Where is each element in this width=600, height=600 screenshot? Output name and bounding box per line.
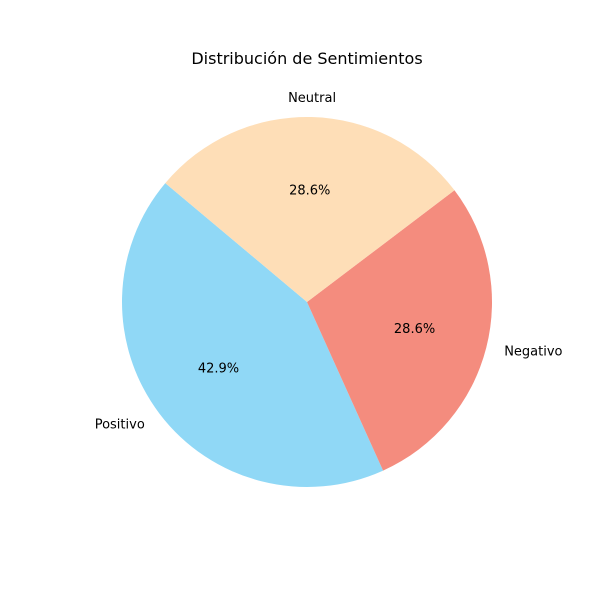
pie-slices (121, 117, 493, 488)
slice-label-positivo: Positivo (95, 417, 145, 432)
slice-label-neutral: Neutral (288, 91, 336, 106)
slice-label-negativo: Negativo (504, 345, 562, 360)
slice-percentage-positivo: 42.9% (198, 362, 239, 377)
pie-slice-neutral (165, 117, 455, 302)
chart-title: Distribución de Sentimientos (191, 49, 422, 68)
pie-slice-negativo (307, 190, 493, 471)
slice-percentage-neutral: 28.6% (289, 184, 330, 199)
pie-slice-positivo (121, 183, 384, 488)
slice-percentage-negativo: 28.6% (394, 322, 435, 337)
pie-labels: Positivo 42.9% Negativo 28.6% Neutral 28.6% (95, 91, 563, 432)
